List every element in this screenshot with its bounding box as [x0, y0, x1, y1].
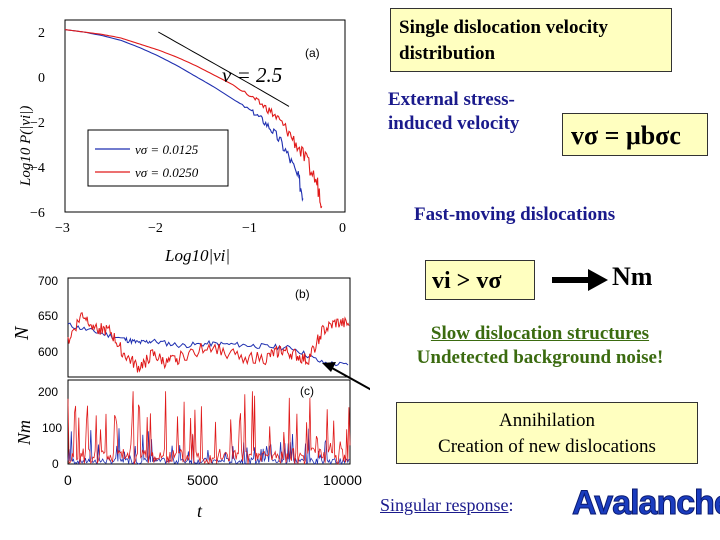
panel-a-ytick: 2 [38, 26, 45, 41]
panel-a-ytick: 0 [38, 71, 45, 86]
singular-colon: : [508, 495, 514, 515]
fast-moving-text: Fast-moving dislocations [414, 204, 616, 225]
panel-b-tag: (b) [295, 287, 310, 301]
panel-a-series-2 [158, 31, 290, 107]
panel-a-ylabel: Log10 P(|vi|) [18, 106, 34, 187]
panel-a-series-1 [64, 29, 323, 209]
pointer-arrow [331, 367, 370, 391]
panel-a-frame [64, 19, 346, 213]
panel-c-series-1 [67, 391, 351, 465]
external-label: External stress-induced velocity [388, 88, 548, 136]
legend-label: vσ = 0.0125 [135, 142, 199, 157]
panel-a-series-0 [64, 29, 304, 202]
panel-b-series-1 [67, 312, 350, 373]
vi-left: vi [432, 268, 451, 294]
panel-c-ylabel: Nm [14, 420, 34, 446]
panel-a-ytick: −2 [30, 116, 45, 131]
panel-c-ytick: 100 [42, 421, 62, 435]
panel-a-annotation: ν = 2.5 [222, 63, 282, 87]
formula-box: vσ = μbσc [562, 113, 708, 156]
panel-c-xtick: 10000 [323, 472, 362, 488]
panel-a-ytick: −6 [30, 206, 45, 221]
panel-c-ytick: 0 [52, 457, 59, 471]
formula-rhs: μbσc [625, 121, 681, 150]
panel-a-xtick: −3 [55, 221, 70, 236]
pointer-arrowhead [322, 362, 336, 372]
panel-c-ytick: 200 [38, 385, 58, 399]
panel-a-xlabel: Log10|vi| [164, 246, 230, 265]
panel-a-ytick: −4 [30, 161, 45, 176]
panel-c-xtick: 0 [64, 472, 72, 488]
slow-line-2: Undetected background noise! [416, 347, 664, 368]
panel-b-ytick: 600 [38, 345, 58, 359]
panel-c: (c) 200 100 0 0 5000 10000 t Nm [14, 379, 362, 521]
slow-structures-box: Slow dislocation structures Undetected b… [385, 322, 695, 370]
formula-lhs: vσ [571, 121, 599, 150]
panel-a-tag: (a) [305, 46, 320, 60]
panel-b-frame [67, 277, 351, 378]
plots-figure: (a) ν = 2.5 2 0 −2 −4 −6 −3 −2 −1 0 Log1… [11, 19, 370, 521]
avalanches-text: Avalanches [572, 484, 720, 523]
annihilation-line-2: Creation of new dislocations [438, 436, 656, 457]
annihilation-box: Annihilation Creation of new dislocation… [396, 402, 698, 464]
vi-rel: > [456, 268, 471, 294]
panel-a-xtick: 0 [339, 221, 346, 236]
panel-a-xtick: −2 [148, 221, 163, 236]
avalanches-wordart: Avalanches [572, 484, 720, 523]
title-text: Single dislocation velocity distribution [399, 17, 608, 64]
nm-label: Nm [612, 262, 652, 292]
singular-response: Singular response: [380, 495, 514, 516]
title-box: Single dislocation velocity distribution [390, 8, 672, 72]
panel-c-series-0 [67, 428, 350, 466]
fast-moving-label: Fast-moving dislocations [414, 204, 615, 226]
panel-b-ytick: 700 [38, 274, 58, 288]
panel-a-xtick: −1 [242, 221, 257, 236]
panel-c-tag: (c) [300, 384, 314, 398]
singular-label: Singular response [380, 495, 509, 515]
panel-a: (a) ν = 2.5 2 0 −2 −4 −6 −3 −2 −1 0 Log1… [18, 19, 346, 265]
panel-b-ylabel: N [11, 325, 33, 341]
panel-c-xtick: 5000 [187, 472, 218, 488]
implies-arrow-icon [552, 269, 608, 291]
panel-a-legend [87, 129, 229, 187]
panel-b-ytick: 650 [38, 309, 58, 323]
external-label-text: External stress-induced velocity [388, 89, 520, 134]
vi-inequality-box: vi > vσ [425, 260, 535, 300]
panel-b-series-0 [67, 322, 349, 367]
legend-label: vσ = 0.0250 [135, 165, 199, 180]
vi-right: vσ [476, 268, 502, 294]
formula-eq: = [604, 121, 626, 150]
panel-b: (b) 700 650 600 N [11, 274, 351, 378]
slow-line-1: Slow dislocation structures [430, 323, 650, 344]
nm-text: Nm [612, 262, 653, 291]
annihilation-line-1: Annihilation [498, 410, 596, 431]
panel-c-xlabel: t [197, 501, 203, 521]
